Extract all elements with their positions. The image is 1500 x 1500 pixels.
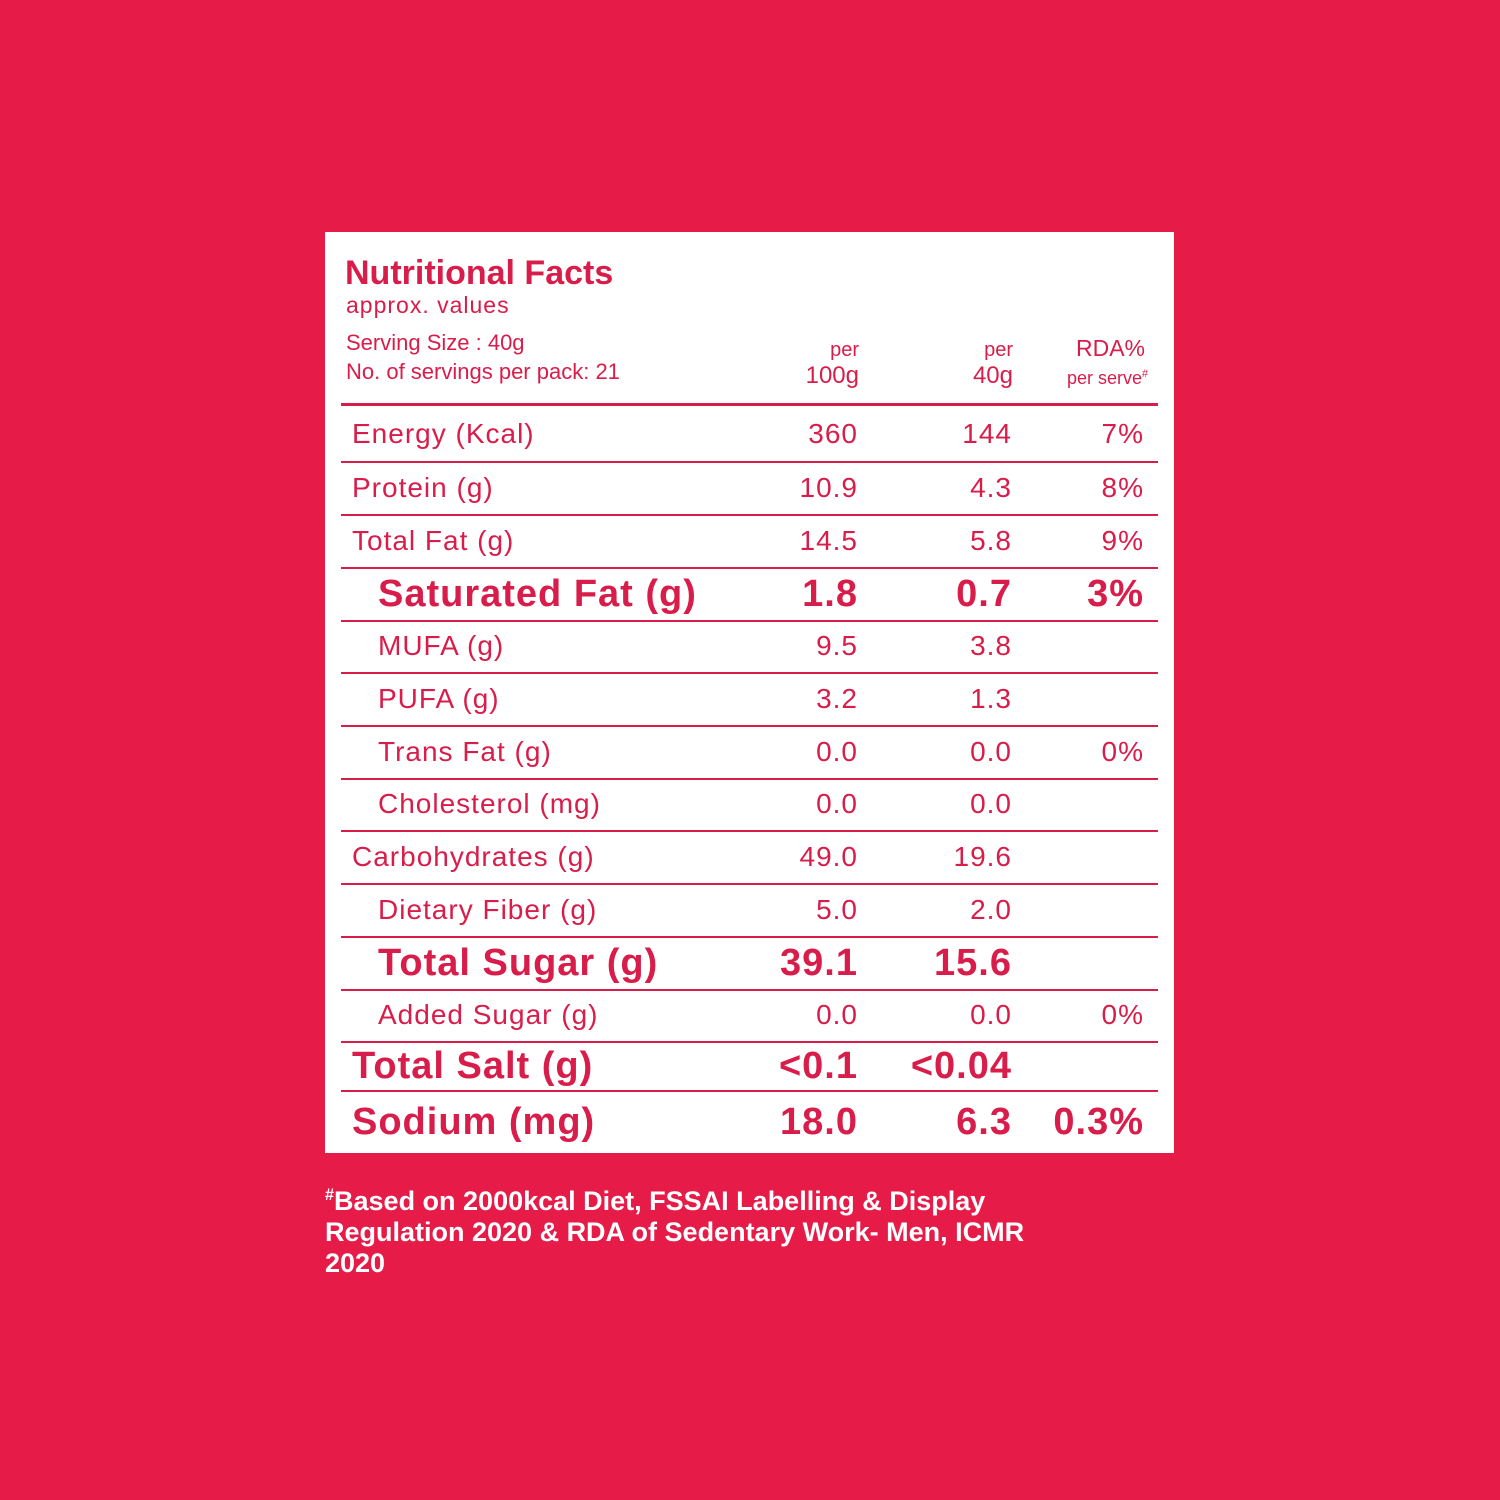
column-header: per xyxy=(984,339,1013,361)
cell-value: 0% xyxy=(1101,735,1144,767)
cell-value: 0.0 xyxy=(816,999,858,1030)
cell-value: 0% xyxy=(1101,999,1144,1030)
header-rule xyxy=(341,403,1158,406)
row-rule xyxy=(341,461,1158,463)
cell-value: 3% xyxy=(1087,572,1144,615)
row-rule xyxy=(341,567,1158,569)
row-rule xyxy=(341,672,1158,674)
cell-value: 3.2 xyxy=(816,682,858,714)
row-rule xyxy=(341,883,1158,885)
cell-value: 9% xyxy=(1101,524,1144,556)
cell-value: 39.1 xyxy=(780,941,858,984)
cell-value: 0.3% xyxy=(1053,1100,1144,1143)
cell-value: 0.0 xyxy=(970,735,1012,767)
footnote-text: Regulation 2020 & RDA of Sedentary Work-… xyxy=(325,1217,1025,1247)
row-label: Total Sugar (g) xyxy=(378,941,659,984)
row-label: Cholesterol (mg) xyxy=(378,788,601,819)
footnote-line: Regulation 2020 & RDA of Sedentary Work-… xyxy=(325,1217,1024,1248)
cell-value: <0.1 xyxy=(778,1044,858,1087)
column-header: per serve# xyxy=(1067,369,1148,387)
footnote-marker: # xyxy=(325,1186,335,1204)
subtitle: approx. values xyxy=(346,292,510,318)
row-rule xyxy=(341,936,1158,938)
cell-value: 1.8 xyxy=(802,572,858,615)
row-label: Carbohydrates (g) xyxy=(352,840,595,872)
cell-value: 360 xyxy=(808,417,858,449)
row-label: Energy (Kcal) xyxy=(352,417,535,449)
cell-value: 5.0 xyxy=(816,893,858,925)
column-header: 40g xyxy=(972,362,1013,389)
cell-value: 0.0 xyxy=(970,999,1012,1030)
cell-value: 15.6 xyxy=(934,941,1012,984)
row-rule xyxy=(341,620,1158,622)
serving-size: Serving Size : 40g xyxy=(346,330,525,355)
cell-value: 9.5 xyxy=(816,630,858,661)
row-label: MUFA (g) xyxy=(378,630,505,661)
row-label: PUFA (g) xyxy=(378,682,500,714)
cell-value: 4.3 xyxy=(970,471,1012,503)
servings-per-pack: No. of servings per pack: 21 xyxy=(346,359,620,384)
footnote: #Based on 2000kcal Diet, FSSAI Labelling… xyxy=(325,1180,1024,1279)
row-label: Sodium (mg) xyxy=(352,1100,596,1143)
column-header: 100g xyxy=(805,362,859,389)
footnote-marker: # xyxy=(1141,368,1148,380)
footnote-line: 2020 xyxy=(325,1248,1024,1279)
cell-value: 3.8 xyxy=(970,630,1012,661)
cell-value: 2.0 xyxy=(970,893,1012,925)
row-rule xyxy=(341,989,1158,991)
cell-value: 0.0 xyxy=(816,788,858,819)
cell-value: 7% xyxy=(1101,417,1144,449)
title: Nutritional Facts xyxy=(345,254,614,292)
row-rule xyxy=(341,1090,1158,1092)
cell-value: 0.7 xyxy=(956,572,1012,615)
row-rule xyxy=(341,725,1158,727)
cell-value: 1.3 xyxy=(970,682,1012,714)
cell-value: 144 xyxy=(962,417,1012,449)
cell-value: <0.04 xyxy=(910,1044,1012,1087)
cell-value: 0.0 xyxy=(970,788,1012,819)
cell-value: 14.5 xyxy=(799,524,858,556)
row-rule xyxy=(341,514,1158,516)
row-label: Dietary Fiber (g) xyxy=(378,893,598,925)
footnote-line: #Based on 2000kcal Diet, FSSAI Labelling… xyxy=(325,1180,1024,1217)
row-rule xyxy=(341,1041,1158,1043)
footnote-text: Based on 2000kcal Diet, FSSAI Labelling … xyxy=(334,1186,986,1216)
cell-value: 8% xyxy=(1101,471,1144,503)
row-label: Added Sugar (g) xyxy=(378,999,599,1030)
cell-value: 18.0 xyxy=(780,1100,858,1143)
row-rule xyxy=(341,778,1158,780)
row-label: Total Fat (g) xyxy=(352,524,515,556)
column-header: RDA% xyxy=(1075,335,1145,361)
footnote-text: 2020 xyxy=(325,1248,386,1278)
row-label: Protein (g) xyxy=(352,471,494,503)
cell-value: 6.3 xyxy=(956,1100,1012,1143)
cell-value: 10.9 xyxy=(799,471,858,503)
row-rule xyxy=(341,830,1158,832)
cell-value: 5.8 xyxy=(970,524,1012,556)
column-header-text: per serve xyxy=(1066,368,1142,388)
cell-value: 49.0 xyxy=(799,840,858,872)
row-label: Total Salt (g) xyxy=(352,1044,594,1087)
cell-value: 19.6 xyxy=(953,840,1012,872)
column-header: per xyxy=(830,339,859,361)
row-label: Saturated Fat (g) xyxy=(378,572,697,615)
cell-value: 0.0 xyxy=(816,735,858,767)
row-label: Trans Fat (g) xyxy=(378,735,552,767)
nutrition-card: Nutritional Facts approx. values Serving… xyxy=(325,232,1174,1153)
